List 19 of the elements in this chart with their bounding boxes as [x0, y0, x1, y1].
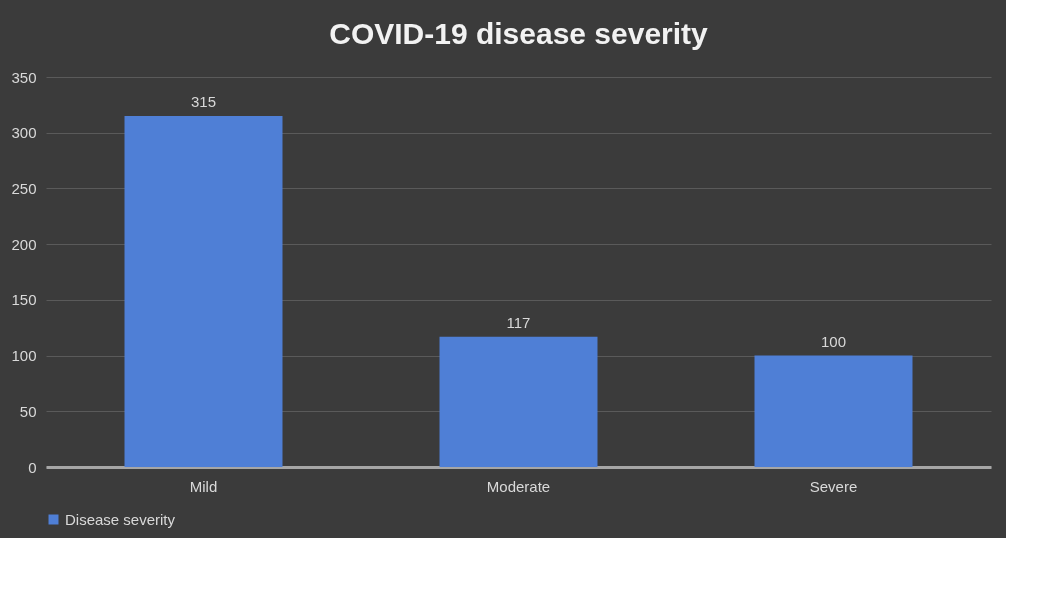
chart-title: COVID-19 disease severity [329, 17, 709, 50]
y-tick-label: 0 [28, 458, 37, 476]
y-tick-label: 200 [11, 235, 37, 253]
y-tick-label: 100 [11, 347, 37, 365]
data-label: 117 [506, 313, 531, 331]
bar [439, 336, 598, 467]
bar [124, 116, 283, 467]
y-tick-label: 150 [11, 291, 37, 309]
y-tick-label: 300 [11, 124, 37, 142]
y-tick-label: 350 [11, 68, 37, 86]
data-label: 315 [190, 93, 217, 110]
bar [754, 355, 913, 467]
y-tick-label: 50 [19, 402, 37, 420]
data-label: 100 [820, 332, 847, 350]
x-tick-label: Moderate [486, 477, 551, 495]
x-tick-label: Mild [189, 477, 218, 495]
y-tick-label: 250 [11, 179, 37, 197]
x-tick-label: Severe [809, 477, 858, 495]
legend-label: Disease severity [65, 510, 176, 528]
